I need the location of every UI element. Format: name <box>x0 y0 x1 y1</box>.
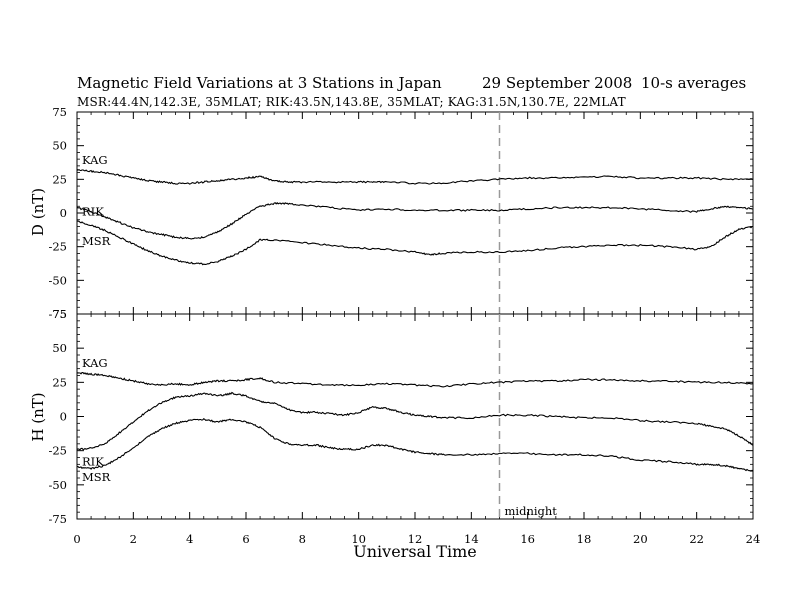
y-tick-label: -50 <box>48 273 67 287</box>
station-label-msr: MSR <box>82 234 111 248</box>
x-tick-label: 8 <box>299 532 306 546</box>
stations-info: MSR:44.4N,142.3E, 35MLAT; RIK:43.5N,143.… <box>77 95 626 109</box>
y-tick-label: 25 <box>52 172 67 186</box>
x-tick-label: 22 <box>689 532 704 546</box>
y-tick-label: 50 <box>52 341 67 355</box>
d-panel-ylabel: D (nT) <box>29 188 47 236</box>
y-tick-label: 25 <box>52 375 67 389</box>
x-tick-label: 2 <box>130 532 137 546</box>
x-tick-label: 10 <box>351 532 366 546</box>
station-label-rik: RIK <box>82 454 104 468</box>
y-tick-label: -25 <box>48 240 67 254</box>
chart-title: Magnetic Field Variations at 3 Stations … <box>77 74 442 92</box>
x-tick-label: 12 <box>408 532 423 546</box>
series-line-msr <box>77 417 754 472</box>
x-tick-label: 6 <box>242 532 249 546</box>
series-line-rik <box>76 391 754 451</box>
x-tick-label: 16 <box>520 532 535 546</box>
chart-date: 29 September 2008 <box>482 74 632 92</box>
y-tick-label: -75 <box>48 307 67 321</box>
y-tick-label: 75 <box>52 307 67 321</box>
h-panel-ylabel: H (nT) <box>29 392 47 441</box>
station-label-kag: KAG <box>82 356 108 370</box>
y-tick-label: 75 <box>52 105 67 119</box>
x-tick-label: 0 <box>73 532 80 546</box>
x-tick-label: 14 <box>464 532 479 546</box>
station-label-rik: RIK <box>82 205 104 219</box>
x-tick-label: 24 <box>746 532 761 546</box>
chart-averaging: 10-s averages <box>641 74 746 92</box>
y-tick-label: 0 <box>60 206 67 220</box>
panel-frame <box>76 313 754 520</box>
y-tick-label: -50 <box>48 478 67 492</box>
x-tick-label: 4 <box>186 532 193 546</box>
series-line-kag <box>76 372 754 388</box>
series-line-msr <box>76 220 754 266</box>
midnight-label: midnight <box>505 504 558 518</box>
plot-panels: 75 50 25 0 -25 -50 -75 KAG RIK MSR 75 50 25 0 -25 -50 -7… <box>48 105 760 546</box>
y-tick-label: 0 <box>60 410 67 424</box>
station-label-kag: KAG <box>82 153 108 167</box>
y-tick-label: -75 <box>48 512 67 526</box>
x-axis-label: Universal Time <box>353 542 476 561</box>
station-label-msr: MSR <box>82 470 111 484</box>
y-tick-label: -25 <box>48 444 67 458</box>
series-line-rik <box>76 202 753 240</box>
x-tick-label: 18 <box>577 532 592 546</box>
y-tick-label: 50 <box>52 139 67 153</box>
panel-d: 75 50 25 0 -25 -50 -75 KAG RIK MSR <box>48 105 754 321</box>
series-line-kag <box>76 168 754 185</box>
x-tick-label: 20 <box>633 532 648 546</box>
panel-frame <box>76 111 754 315</box>
